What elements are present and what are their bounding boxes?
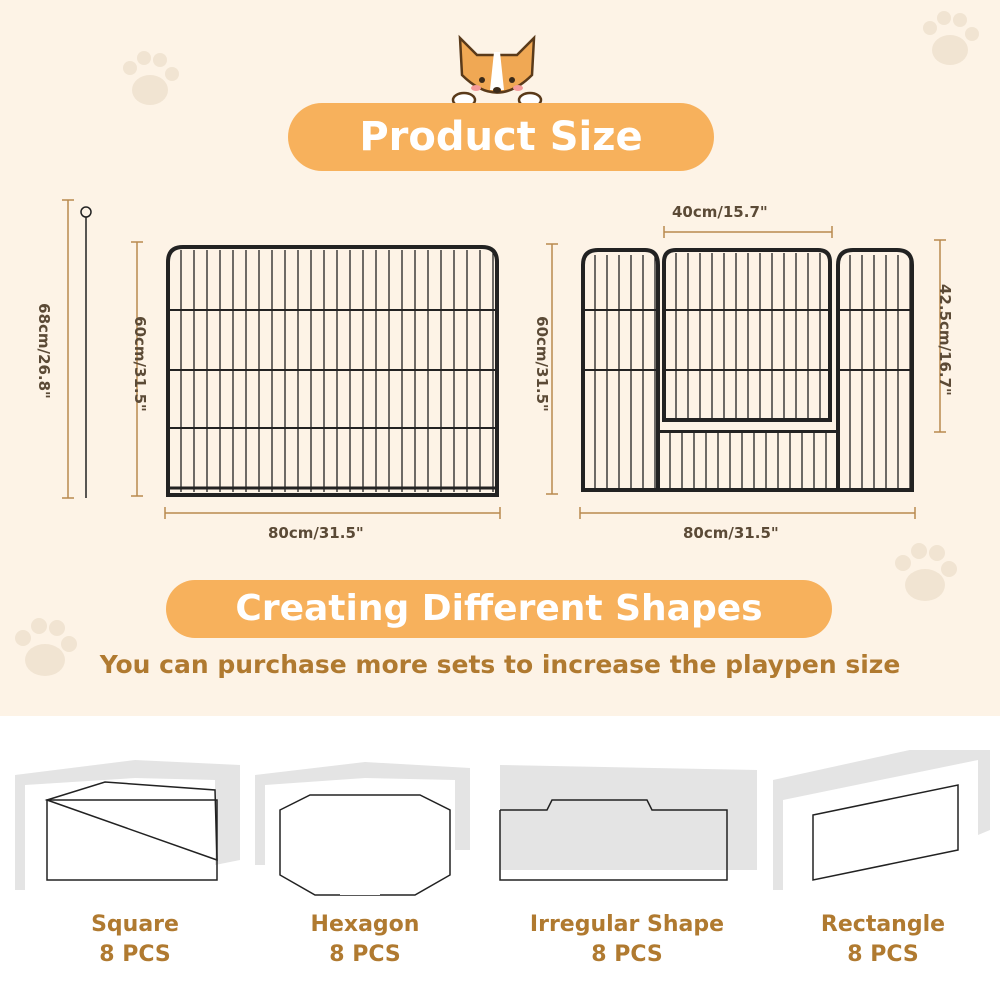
door-sill	[658, 430, 838, 433]
rectangle-playpen-image	[773, 750, 990, 890]
door-width-label: 40cm/15.7"	[672, 203, 768, 221]
fence-post-left	[581, 248, 660, 492]
square-playpen-image	[15, 760, 240, 890]
shape-name: Rectangle	[820, 912, 946, 937]
product-size-title: Product Size	[288, 103, 714, 171]
stake-ring	[80, 206, 92, 218]
shape-count: 8 PCS	[591, 942, 663, 967]
paw-prints	[15, 11, 979, 676]
panel-height-label: 60cm/31.5"	[131, 316, 149, 412]
shape-count: 8 PCS	[99, 942, 171, 967]
shape-count: 8 PCS	[847, 942, 919, 967]
shape-name: Hexagon	[310, 912, 420, 937]
fence-post-right	[836, 248, 914, 492]
stake-height-label: 68cm/26.8"	[35, 303, 53, 399]
door-height-label: 42.5cm/16.7"	[936, 284, 954, 396]
shapes-title: Creating Different Shapes	[166, 580, 832, 638]
door-panel-height-label: 60cm/31.5"	[533, 316, 551, 412]
irregular-playpen-image	[499, 765, 757, 881]
shape-name: Square	[91, 912, 179, 937]
panel-width-label: 80cm/31.5"	[268, 524, 364, 542]
shapes-subtitle: You can purchase more sets to increase t…	[99, 650, 901, 679]
hexagon-playpen-image	[255, 762, 470, 896]
door	[662, 248, 832, 422]
fence-panel	[166, 245, 499, 497]
shape-count: 8 PCS	[329, 942, 401, 967]
fence-diagrams	[62, 199, 946, 519]
shape-name: Irregular Shape	[529, 912, 725, 937]
door-panel-width-label: 80cm/31.5"	[683, 524, 779, 542]
